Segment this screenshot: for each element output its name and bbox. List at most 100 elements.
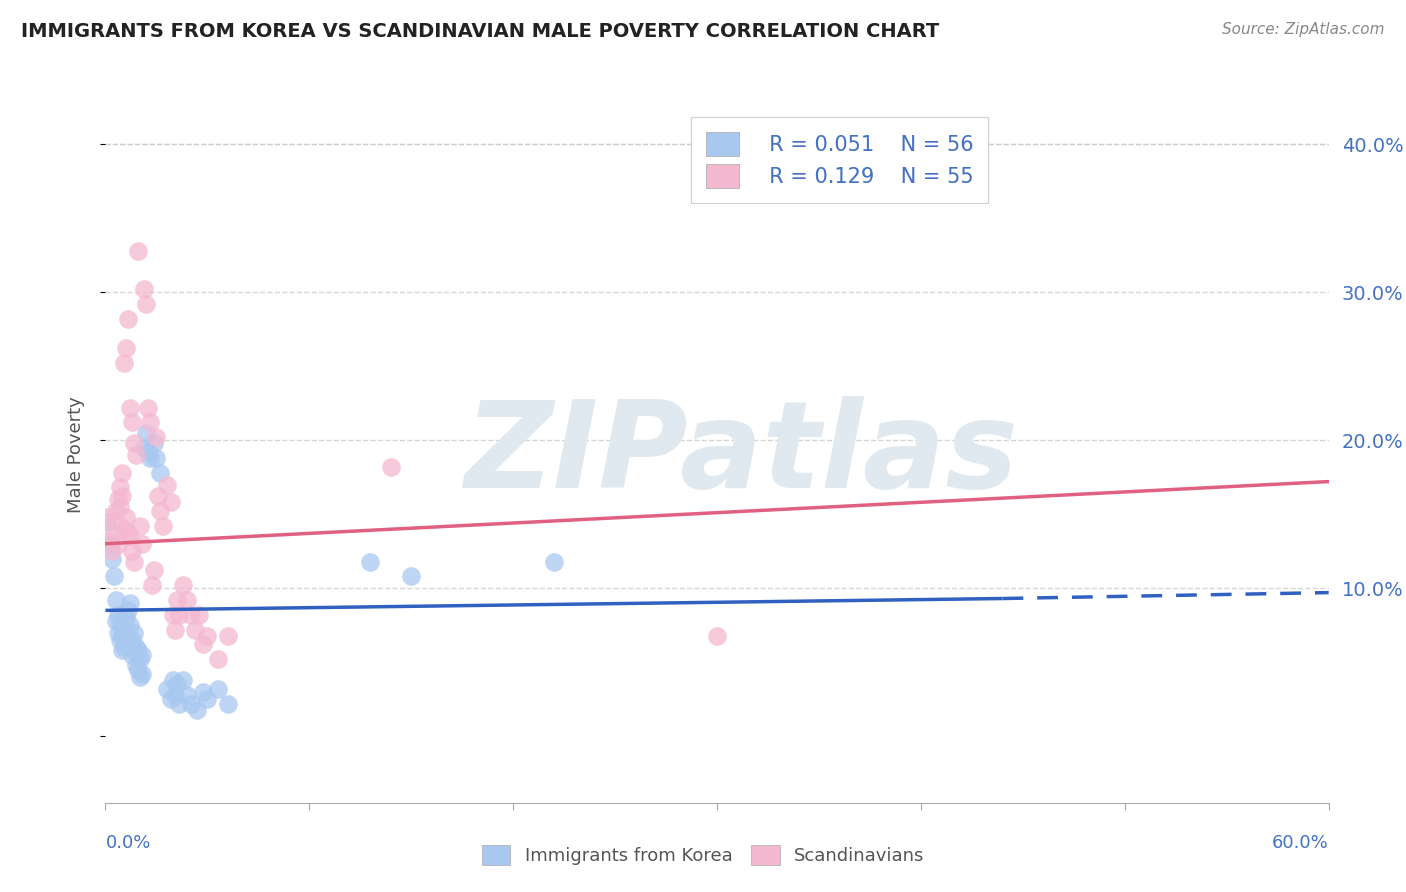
- Point: [104, 593, 127, 607]
- Point: [129, 652, 152, 666]
- Point: [118, 401, 141, 415]
- Point: [145, 450, 167, 465]
- Point: [145, 430, 167, 444]
- Point: [135, 425, 157, 440]
- Point: [217, 628, 239, 642]
- Point: [125, 448, 148, 462]
- Point: [136, 401, 159, 415]
- Point: [360, 554, 382, 568]
- Point: [100, 544, 122, 558]
- Point: [117, 524, 139, 539]
- Point: [380, 459, 402, 474]
- Point: [122, 436, 145, 450]
- Point: [112, 623, 135, 637]
- Point: [121, 544, 143, 558]
- Point: [104, 504, 127, 518]
- Legend:   R = 0.051    N = 56,   R = 0.129    N = 55: R = 0.051 N = 56, R = 0.129 N = 55: [692, 118, 988, 203]
- Point: [207, 681, 229, 696]
- Point: [131, 667, 153, 681]
- Point: [115, 637, 138, 651]
- Point: [122, 625, 145, 640]
- Point: [162, 607, 184, 622]
- Point: [172, 673, 194, 687]
- Point: [134, 441, 156, 455]
- Point: [108, 632, 131, 647]
- Point: [162, 673, 184, 687]
- Point: [143, 436, 166, 450]
- Point: [107, 537, 129, 551]
- Point: [103, 569, 125, 583]
- Point: [193, 637, 215, 651]
- Point: [186, 702, 208, 716]
- Y-axis label: Male Poverty: Male Poverty: [66, 397, 84, 513]
- Point: [131, 648, 153, 662]
- Point: [118, 529, 141, 543]
- Point: [172, 578, 194, 592]
- Point: [143, 563, 166, 577]
- Point: [107, 607, 129, 622]
- Point: [111, 643, 134, 657]
- Point: [121, 648, 143, 662]
- Point: [98, 533, 121, 548]
- Point: [197, 628, 219, 642]
- Point: [167, 697, 190, 711]
- Point: [117, 603, 139, 617]
- Point: [180, 607, 202, 622]
- Point: [121, 415, 143, 429]
- Point: [163, 623, 186, 637]
- Point: [148, 489, 170, 503]
- Point: [122, 643, 145, 657]
- Point: [111, 628, 134, 642]
- Point: [180, 697, 202, 711]
- Point: [134, 282, 156, 296]
- Text: 60.0%: 60.0%: [1272, 834, 1329, 852]
- Point: [159, 692, 181, 706]
- Point: [188, 607, 211, 622]
- Point: [129, 519, 152, 533]
- Point: [111, 489, 134, 503]
- Text: ZIPatlas: ZIPatlas: [464, 396, 1018, 514]
- Point: [135, 297, 157, 311]
- Point: [103, 524, 125, 539]
- Point: [104, 614, 127, 628]
- Point: [96, 515, 118, 529]
- Point: [131, 537, 153, 551]
- Point: [122, 554, 145, 568]
- Point: [156, 477, 179, 491]
- Point: [166, 593, 188, 607]
- Point: [112, 522, 135, 536]
- Point: [111, 466, 134, 480]
- Point: [118, 596, 141, 610]
- Point: [107, 492, 129, 507]
- Point: [108, 500, 131, 514]
- Point: [125, 640, 148, 655]
- Text: Source: ZipAtlas.com: Source: ZipAtlas.com: [1222, 22, 1385, 37]
- Point: [98, 537, 121, 551]
- Point: [121, 632, 143, 647]
- Point: [149, 504, 172, 518]
- Point: [108, 481, 131, 495]
- Point: [115, 611, 138, 625]
- Point: [127, 663, 149, 677]
- Point: [176, 688, 198, 702]
- Point: [117, 628, 139, 642]
- Point: [176, 593, 198, 607]
- Point: [127, 643, 149, 657]
- Point: [156, 681, 179, 696]
- Text: IMMIGRANTS FROM KOREA VS SCANDINAVIAN MALE POVERTY CORRELATION CHART: IMMIGRANTS FROM KOREA VS SCANDINAVIAN MA…: [21, 22, 939, 41]
- Point: [129, 670, 152, 684]
- Point: [207, 652, 229, 666]
- Point: [115, 510, 138, 524]
- Point: [127, 244, 149, 258]
- Point: [112, 356, 135, 370]
- Point: [96, 510, 118, 524]
- Point: [139, 415, 162, 429]
- Text: 0.0%: 0.0%: [105, 834, 150, 852]
- Point: [141, 578, 163, 592]
- Point: [104, 515, 127, 529]
- Point: [118, 618, 141, 632]
- Point: [100, 551, 122, 566]
- Point: [149, 466, 172, 480]
- Point: [139, 450, 162, 465]
- Point: [184, 623, 207, 637]
